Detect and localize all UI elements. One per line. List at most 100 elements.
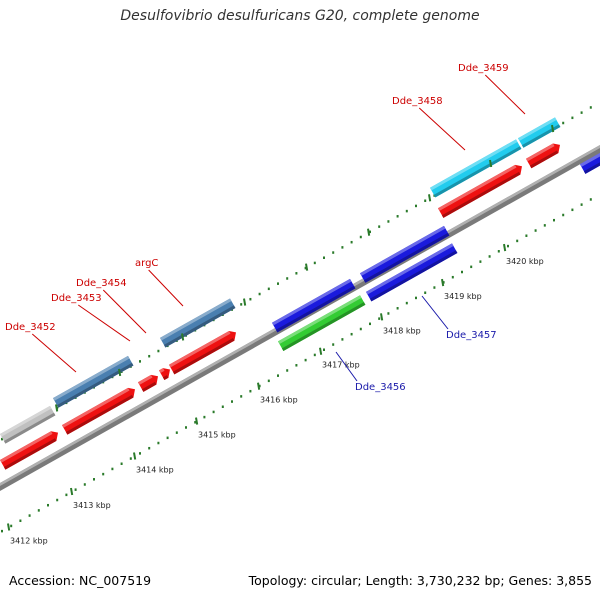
cds-red-7	[526, 143, 560, 169]
tick-dot-lower	[185, 426, 187, 429]
tick-label: 3420 kbp	[506, 257, 544, 266]
tick-dot-upper	[580, 111, 583, 114]
tick-dot-lower	[56, 498, 59, 502]
tick-dot-lower	[580, 203, 583, 206]
tick-dot-lower	[175, 431, 178, 434]
tick-dot-upper	[277, 282, 279, 285]
tick-dot-lower	[562, 213, 565, 217]
tick-dot-lower	[148, 446, 151, 450]
tick-dot-lower	[231, 400, 233, 403]
accession-text: Accession: NC_007519	[9, 573, 152, 588]
major-tick	[257, 382, 261, 390]
tick-dot-lower	[203, 415, 206, 419]
cds-red-2	[62, 387, 135, 435]
tick-label: 3412 kbp	[10, 536, 48, 545]
tick-dot-lower	[341, 338, 344, 341]
tick-dot-upper	[341, 246, 344, 249]
tick-dot-lower	[553, 218, 555, 222]
tick-dot-lower	[295, 364, 298, 367]
major-tick-upper	[551, 124, 555, 133]
tick-dot-upper	[387, 220, 390, 223]
tick-dot-lower	[313, 353, 316, 357]
tick-dot-upper	[157, 349, 160, 353]
cds-red-3	[138, 374, 158, 392]
tick-dot-lower	[166, 436, 169, 440]
gene-label[interactable]: Dde_3453	[51, 293, 102, 304]
tick-dot-lower	[286, 369, 289, 372]
gene-gray	[0, 405, 56, 444]
tick-dot-lower	[304, 358, 307, 362]
gene-blue-edge	[580, 153, 600, 174]
tick-dot-lower	[378, 317, 381, 320]
tick-dot-lower	[424, 291, 427, 294]
gene-blue-1	[272, 278, 356, 333]
tick-dot-lower	[258, 384, 261, 388]
tick-dot-lower	[120, 462, 123, 466]
tick-label: 3416 kbp	[260, 396, 298, 405]
major-tick	[7, 523, 11, 531]
major-tick	[380, 313, 384, 321]
gene-label[interactable]: argC	[135, 258, 158, 269]
leader-line	[335, 351, 358, 382]
label-leaders	[31, 74, 526, 382]
leader-line	[418, 107, 466, 151]
leader-line	[421, 295, 449, 330]
tick-dot-lower	[83, 483, 86, 486]
tick-dot-lower	[47, 503, 49, 507]
tick-dot-upper	[304, 266, 307, 270]
tick-dot-lower	[102, 472, 105, 476]
gene-label[interactable]: Dde_3457	[446, 330, 497, 341]
tick-dot-lower	[194, 421, 197, 424]
major-tick	[503, 243, 507, 252]
major-tick-upper	[118, 368, 122, 377]
major-tick-upper	[181, 333, 185, 341]
major-tick	[70, 487, 74, 496]
tick-dot-lower	[37, 509, 40, 512]
tick-dot-lower	[323, 348, 325, 351]
tick-dot-lower	[249, 389, 252, 393]
tick-dot-lower	[28, 514, 31, 517]
gene-label[interactable]: Dde_3456	[355, 382, 406, 393]
major-tick-upper	[305, 263, 309, 271]
tick-label: 3413 kbp	[73, 501, 111, 510]
cds-red-1	[0, 431, 58, 470]
tick-dot-upper	[249, 297, 252, 301]
major-tick-upper	[367, 228, 371, 236]
tick-dot-lower	[129, 457, 132, 460]
major-tick	[133, 452, 137, 460]
gene-3452	[53, 355, 134, 408]
tick-dot-upper	[295, 272, 298, 275]
tick-dot-lower	[415, 296, 417, 300]
tick-dot-lower	[221, 405, 224, 408]
tick-dot-lower	[525, 234, 528, 237]
tick-dot-upper	[369, 230, 371, 234]
gene-3457	[366, 243, 458, 302]
tick-dot-lower	[507, 244, 509, 248]
tick-dot-lower	[543, 224, 546, 227]
leader-line	[102, 289, 147, 334]
gene-label[interactable]: Dde_3454	[76, 278, 127, 289]
tick-dot-lower	[19, 519, 22, 523]
tick-dot-lower	[571, 208, 574, 212]
tick-label: 3418 kbp	[383, 326, 421, 335]
gene-3458	[430, 139, 522, 198]
tick-dot-upper	[415, 204, 417, 208]
tick-dot-lower	[470, 265, 473, 269]
tick-dot-lower	[240, 395, 243, 398]
tick-dot-upper	[562, 121, 565, 125]
tick-label: 3415 kbp	[198, 431, 236, 440]
gene-label[interactable]: Dde_3452	[5, 322, 56, 333]
tick-dot-upper	[286, 277, 289, 280]
tick-dot-upper	[424, 199, 427, 202]
tick-dot-lower	[433, 286, 436, 289]
gene-label[interactable]: Dde_3458	[392, 96, 443, 107]
gene-label[interactable]: Dde_3459	[458, 63, 509, 74]
gene-3456	[278, 295, 366, 351]
tick-marks: 3412 kbp 3413 kbp 3414 kbp 3415 kbp 3416 kbp…	[7, 124, 555, 545]
tick-dot-lower	[461, 270, 463, 274]
tick-dot-lower	[479, 260, 482, 263]
leader-line	[148, 269, 184, 307]
tick-dot-lower	[516, 239, 519, 243]
tick-dot-lower	[359, 327, 362, 331]
